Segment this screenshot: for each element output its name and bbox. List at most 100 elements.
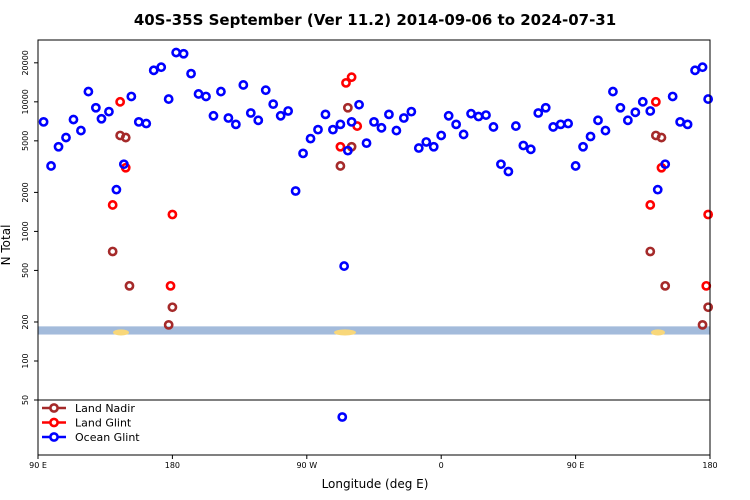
legend-marker <box>49 403 59 413</box>
data-point <box>283 106 294 116</box>
data-point <box>645 246 656 257</box>
data-point <box>428 141 439 152</box>
data-point <box>133 116 144 127</box>
data-point <box>354 99 364 110</box>
data-point <box>186 68 196 79</box>
data-point <box>667 91 678 102</box>
data-point <box>585 131 596 142</box>
data-point <box>111 184 122 195</box>
data-point <box>53 141 64 152</box>
data-point <box>608 86 618 97</box>
data-point <box>167 302 178 313</box>
plot-frame <box>37 39 711 456</box>
data-point <box>525 144 536 155</box>
data-point <box>703 302 714 313</box>
legend-label: Ocean Glint <box>75 431 140 444</box>
y-tick-label: 100 <box>21 353 30 368</box>
data-point <box>275 110 286 121</box>
data-point <box>339 261 350 271</box>
data-point <box>46 161 56 171</box>
legend-marker <box>49 432 59 442</box>
data-point <box>675 116 686 127</box>
data-point <box>320 109 331 120</box>
data-point <box>466 108 476 119</box>
data-point <box>337 412 348 422</box>
data-point <box>413 143 424 153</box>
data-point <box>600 125 611 136</box>
data-point <box>335 141 346 152</box>
data-point <box>615 102 626 113</box>
legend-label: Land Nadir <box>75 402 135 415</box>
data-point <box>104 106 114 117</box>
data-point <box>253 115 264 126</box>
y-tick-label: 10000 <box>21 89 30 114</box>
data-points <box>38 47 714 422</box>
x-axis: 90 E 180 90 W 0 90 E 180 <box>29 455 718 470</box>
data-point <box>701 280 712 291</box>
data-point <box>703 94 714 104</box>
data-point <box>165 280 176 291</box>
data-point <box>481 110 491 120</box>
data-point <box>193 89 204 99</box>
data-point <box>341 77 351 88</box>
y-tick-label: 1000 <box>21 221 30 241</box>
data-point <box>335 161 346 171</box>
data-point <box>540 102 551 113</box>
legend-marker <box>49 417 59 428</box>
data-point <box>238 80 249 90</box>
data-point <box>124 280 135 291</box>
y-tick-label: 20000 <box>21 50 30 75</box>
data-point <box>96 113 107 124</box>
x-tick-label: 90 W <box>296 461 317 470</box>
data-point <box>313 124 323 135</box>
data-point <box>216 86 226 97</box>
data-point <box>458 129 469 140</box>
data-point <box>260 85 271 96</box>
data-point <box>451 119 462 130</box>
x-tick-label: 90 E <box>567 461 585 470</box>
land-blob <box>113 329 129 336</box>
data-point <box>369 116 379 127</box>
data-point <box>107 200 118 210</box>
data-point <box>290 186 301 196</box>
land-blob <box>334 329 356 336</box>
data-point <box>436 130 447 141</box>
data-point <box>335 119 346 130</box>
data-point <box>496 159 506 170</box>
data-point <box>398 113 409 123</box>
y-axis: 50 100 200 500 1000 2000 5000 10000 20000 <box>21 50 38 405</box>
data-point <box>503 166 514 177</box>
data-point <box>660 280 671 291</box>
data-point <box>510 121 521 131</box>
data-point <box>697 319 708 330</box>
data-point <box>443 110 454 121</box>
data-point <box>68 114 79 125</box>
data-point <box>120 132 131 143</box>
data-point <box>245 108 256 118</box>
data-point <box>652 184 663 195</box>
data-point <box>406 106 417 117</box>
y-axis-label: N Total <box>0 225 13 266</box>
data-point <box>391 125 402 136</box>
data-point <box>76 125 86 136</box>
data-point <box>697 62 708 73</box>
data-point <box>115 96 126 107</box>
chart-title: 40S-35S September (Ver 11.2) 2014-09-06 … <box>134 11 616 29</box>
data-point <box>361 138 372 149</box>
data-point <box>38 116 49 127</box>
land-blob <box>651 329 665 336</box>
x-tick-label: 180 <box>702 461 717 470</box>
data-point <box>167 209 178 220</box>
data-point <box>656 132 667 143</box>
data-point <box>328 124 338 135</box>
data-point <box>208 110 219 121</box>
data-point <box>141 118 152 129</box>
data-point <box>630 107 641 118</box>
data-point <box>622 115 633 126</box>
data-point <box>376 122 387 133</box>
data-point <box>268 99 279 110</box>
data-point <box>533 108 544 118</box>
data-point <box>518 140 529 151</box>
data-point <box>555 119 566 130</box>
